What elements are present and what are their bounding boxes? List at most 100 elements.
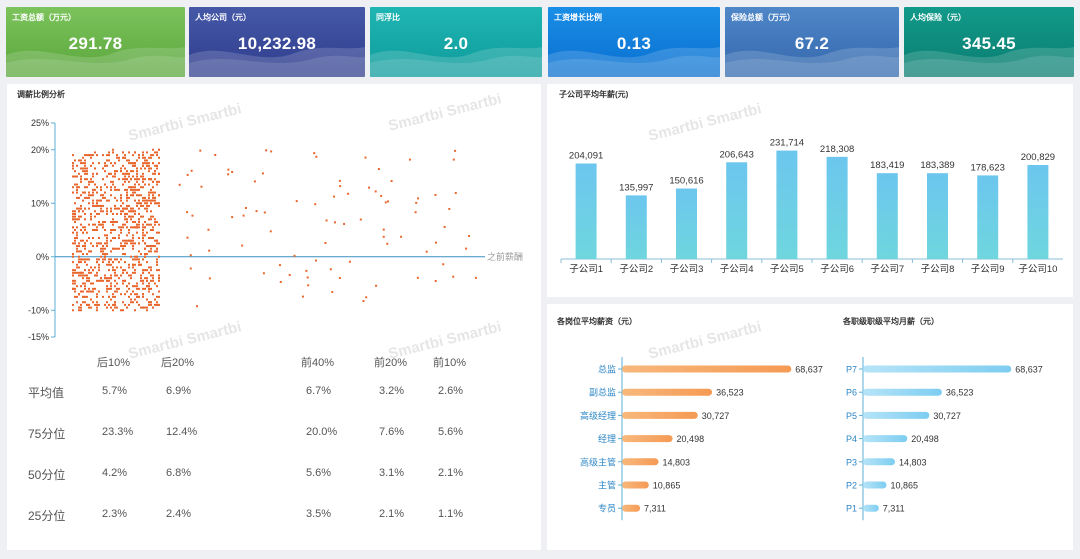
scatter-point	[154, 196, 156, 199]
scatter-point	[140, 204, 142, 207]
scatter-point	[116, 212, 118, 215]
scatter-point	[142, 293, 144, 296]
scatter-point	[126, 239, 128, 242]
scatter-point	[88, 290, 90, 293]
scatter-point	[74, 229, 76, 231]
scatter-point	[80, 285, 82, 288]
scatter-point	[242, 214, 245, 217]
scatter-point	[134, 199, 136, 202]
scatter-point	[124, 245, 126, 248]
data-label: 20,498	[911, 434, 939, 444]
scatter-point	[386, 242, 389, 245]
scatter-point	[124, 215, 126, 218]
scatter-point	[90, 164, 92, 167]
scatter-point	[94, 274, 96, 277]
scatter-point	[190, 169, 193, 172]
scatter-point	[154, 282, 156, 285]
scatter-point	[96, 306, 98, 309]
scatter-point	[74, 218, 76, 221]
scatter-point	[158, 290, 160, 293]
scatter-point	[112, 266, 114, 269]
scatter-point	[72, 282, 74, 285]
scatter-point	[158, 223, 160, 226]
scatter-point	[84, 167, 86, 170]
scatter-point	[148, 290, 150, 293]
scatter-point	[86, 290, 88, 293]
scatter-point	[474, 276, 477, 279]
scatter-point	[90, 154, 92, 157]
scatter-point	[76, 188, 78, 191]
scatter-point	[158, 277, 160, 280]
scatter-point	[124, 303, 126, 306]
scatter-point	[92, 175, 94, 178]
scatter-point	[92, 287, 94, 290]
scatter-point	[134, 220, 136, 223]
scatter-point	[112, 269, 114, 272]
scatter-point	[152, 306, 154, 309]
scatter-point	[72, 279, 74, 282]
scatter-point	[94, 223, 96, 226]
scatter-point	[104, 303, 106, 306]
scatter-point	[126, 212, 128, 215]
scatter-point	[118, 277, 120, 280]
scatter-point	[92, 191, 94, 194]
scatter-point	[112, 303, 114, 306]
scatter-point	[130, 215, 132, 218]
scatter-point	[114, 175, 116, 178]
scatter-point	[116, 156, 118, 159]
scatter-point	[140, 253, 142, 256]
scatter-point	[132, 188, 134, 191]
scatter-point	[80, 175, 82, 178]
scatter-point	[90, 194, 92, 197]
scatter-point	[329, 268, 332, 271]
table-cell: 6.7%	[306, 385, 332, 397]
scatter-point	[84, 274, 86, 277]
scatter-point	[78, 242, 80, 245]
scatter-point	[72, 274, 74, 277]
scatter-point	[140, 263, 142, 266]
scatter-point	[140, 202, 142, 205]
scatter-point	[124, 218, 126, 221]
scatter-point	[138, 226, 140, 229]
scatter-point	[96, 199, 98, 202]
scatter-point	[82, 295, 84, 298]
scatter-point	[138, 287, 140, 290]
scatter-point	[132, 301, 134, 304]
scatter-point	[92, 301, 94, 304]
data-label: 135,997	[619, 182, 653, 193]
scatter-point	[122, 279, 124, 282]
scatter-point	[90, 298, 92, 301]
scatter-point	[146, 223, 148, 226]
scatter-point	[146, 231, 148, 234]
scatter-point	[86, 277, 88, 280]
scatter-point	[110, 186, 112, 189]
scatter-point	[148, 303, 150, 306]
scatter-point	[154, 170, 156, 173]
scatter-point	[100, 279, 102, 282]
scatter-point	[126, 285, 128, 288]
scatter-point	[150, 154, 152, 157]
scatter-point	[144, 196, 146, 199]
scatter-point	[114, 196, 116, 199]
scatter-point	[110, 239, 112, 242]
scatter-point	[80, 180, 82, 183]
scatter-point	[124, 223, 126, 226]
scatter-point	[80, 215, 82, 218]
scatter-point	[120, 212, 122, 215]
scatter-point	[96, 301, 98, 304]
scatter-point	[154, 202, 156, 205]
scatter-point	[78, 159, 80, 162]
scatter-point	[120, 226, 122, 229]
scatter-point	[76, 164, 78, 167]
scatter-point	[150, 199, 152, 202]
scatter-point	[148, 237, 150, 240]
scatter-point	[100, 188, 102, 191]
scatter-point	[82, 290, 84, 293]
scatter-point	[90, 250, 92, 253]
scatter-point	[84, 170, 86, 173]
scatter-point	[152, 229, 154, 231]
scatter-point	[100, 255, 102, 258]
scatter-point	[110, 220, 112, 223]
scatter-point	[142, 282, 144, 285]
scatter-point	[112, 261, 114, 264]
